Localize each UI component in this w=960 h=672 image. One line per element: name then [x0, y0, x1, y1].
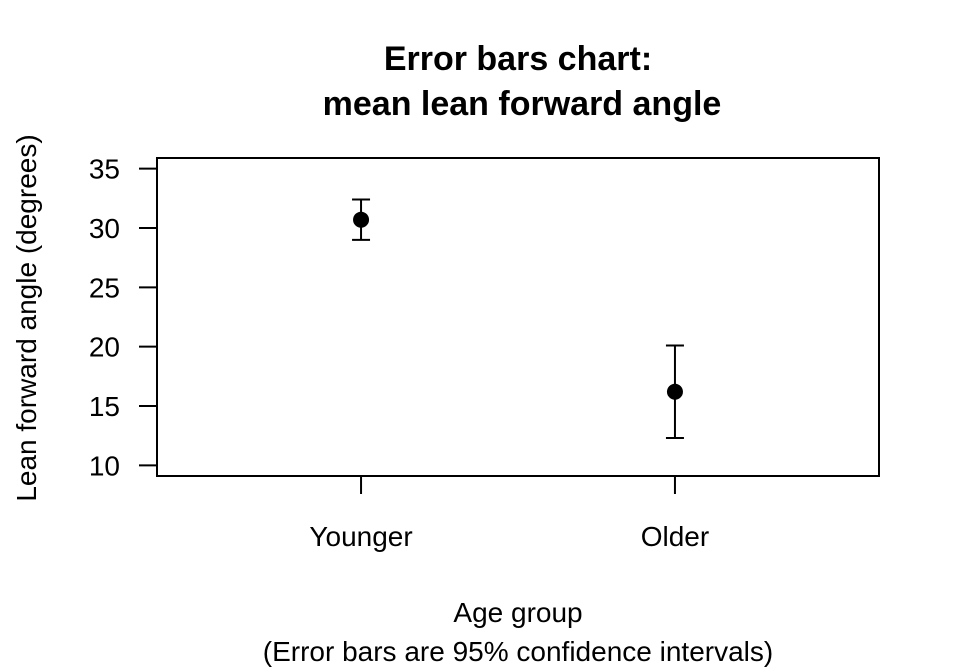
y-tick-label: 20	[89, 332, 120, 363]
y-axis: 10 15 20 25 30 35	[89, 154, 158, 481]
mean-point	[353, 211, 370, 228]
mean-point	[666, 383, 683, 400]
x-axis: Younger Older	[309, 476, 709, 552]
x-tick-label: Younger	[309, 521, 412, 552]
y-axis-label: Lean forward angle (degrees)	[11, 134, 42, 501]
x-tick-label: Older	[641, 521, 709, 552]
y-tick-label: 35	[89, 154, 120, 185]
y-tick-label: 10	[89, 450, 120, 481]
x-axis-label-line-2: (Error bars are 95% confidence intervals…	[263, 636, 773, 667]
y-tick-label: 25	[89, 272, 120, 303]
y-tick-label: 30	[89, 213, 120, 244]
chart-title-line-2: mean lean forward angle	[323, 85, 722, 123]
x-axis-label-line-1: Age group	[453, 597, 582, 628]
data-marks	[352, 198, 684, 440]
chart-title-line-1: Error bars chart:	[384, 40, 652, 78]
plot-area-frame	[156, 157, 880, 477]
y-tick-label: 15	[89, 391, 120, 422]
